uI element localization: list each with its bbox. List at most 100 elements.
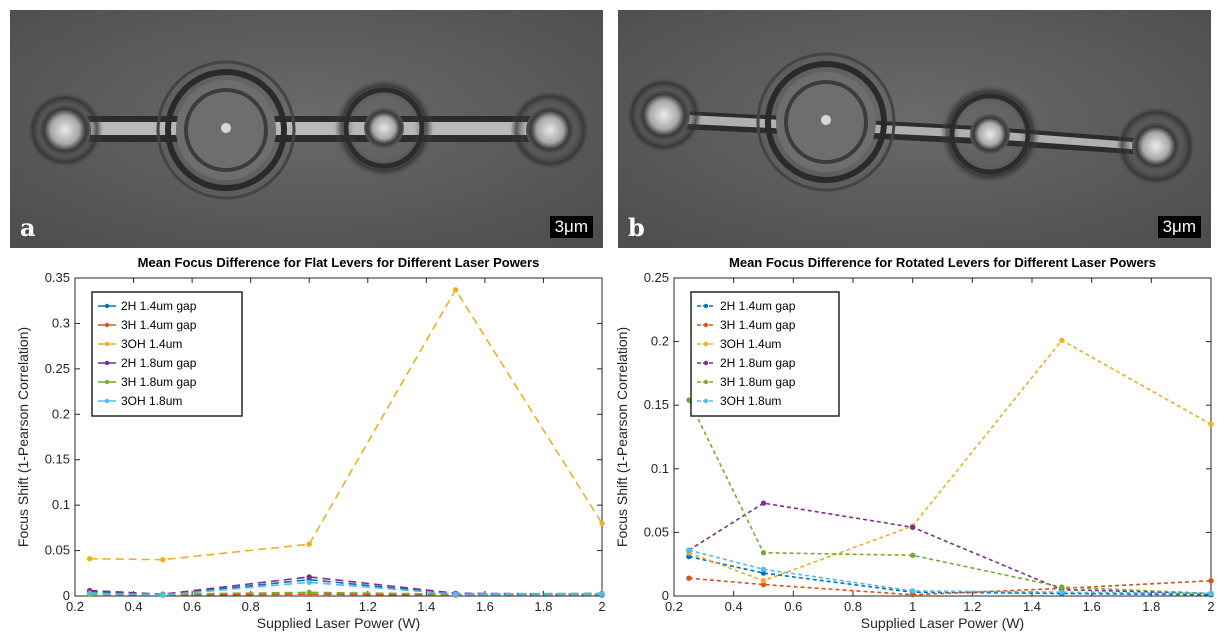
data-point xyxy=(86,590,93,596)
data-point xyxy=(599,591,605,597)
microscope-image-a: a 3μm xyxy=(10,10,603,248)
data-point xyxy=(686,547,692,553)
panel-letter-b: b xyxy=(628,213,645,242)
y-axis-label: Focus Shift (1-Pearson Correlation) xyxy=(15,327,31,547)
data-point xyxy=(1208,421,1214,427)
legend-label: 3H 1.4um gap xyxy=(121,318,197,332)
y-tick-label: 0.1 xyxy=(52,497,70,512)
data-point xyxy=(160,556,166,563)
x-tick-label: 0.4 xyxy=(125,599,143,614)
lever-micrograph-b xyxy=(618,10,1211,248)
data-point xyxy=(452,287,459,293)
data-point xyxy=(760,500,767,506)
legend-marker xyxy=(104,341,110,347)
x-tick-label: 1 xyxy=(909,599,916,614)
x-tick-label: 0.2 xyxy=(665,599,683,614)
series-line-2 xyxy=(89,288,603,561)
legend-box xyxy=(91,291,243,417)
data-point xyxy=(1208,590,1214,597)
y-axis-label: Focus Shift (1-Pearson Correlation) xyxy=(614,327,630,547)
legend-label: 2H 1.4um gap xyxy=(121,299,197,313)
y-tick-label: 0.3 xyxy=(52,315,70,330)
legend-marker xyxy=(703,398,709,404)
data-point xyxy=(760,578,767,584)
chart-rotated-levers-svg: Mean Focus Difference for Rotated Levers… xyxy=(614,255,1215,631)
x-tick-label: 0.6 xyxy=(784,599,802,614)
data-point xyxy=(160,592,166,598)
legend-box xyxy=(690,291,840,417)
y-tick-label: 0.25 xyxy=(644,270,669,285)
data-point xyxy=(306,589,312,596)
x-axis-label: Supplied Laser Power (W) xyxy=(861,615,1024,631)
x-tick-label: 1.6 xyxy=(476,599,494,614)
chart-flat-levers-svg: Mean Focus Difference for Flat Levers fo… xyxy=(15,255,606,631)
legend-label: 2H 1.4um gap xyxy=(720,299,796,313)
chart-rotated-levers: Mean Focus Difference for Rotated Levers… xyxy=(611,250,1221,640)
data-point xyxy=(1208,578,1214,584)
data-point xyxy=(599,520,605,527)
y-tick-label: 0 xyxy=(662,588,669,603)
legend-label: 3H 1.8um gap xyxy=(720,375,796,389)
x-tick-label: 0.6 xyxy=(183,599,201,614)
x-tick-label: 1.8 xyxy=(534,599,552,614)
legend-marker xyxy=(104,398,110,404)
x-tick-label: 1.8 xyxy=(1142,599,1160,614)
legend-label: 3OH 1.4um xyxy=(720,337,781,351)
legend-label: 3OH 1.8um xyxy=(121,394,182,408)
microscope-image-b: b 3μm xyxy=(618,10,1211,248)
data-point xyxy=(452,591,459,597)
series-line-0 xyxy=(89,578,603,596)
data-point xyxy=(306,541,312,547)
y-tick-label: 0.2 xyxy=(52,406,70,421)
chart-title: Mean Focus Difference for Flat Levers fo… xyxy=(138,255,540,270)
legend-label: 3H 1.4um gap xyxy=(720,318,796,332)
data-point xyxy=(909,524,916,531)
x-axis-label: Supplied Laser Power (W) xyxy=(257,615,420,631)
y-tick-label: 0.15 xyxy=(45,452,70,467)
x-tick-label: 2 xyxy=(598,599,605,614)
x-tick-label: 0.2 xyxy=(66,599,84,614)
y-tick-label: 0.05 xyxy=(45,543,70,558)
chart-flat-levers: Mean Focus Difference for Flat Levers fo… xyxy=(0,250,610,640)
panel-letter-a: a xyxy=(20,213,36,242)
data-point xyxy=(306,574,312,580)
x-tick-label: 1 xyxy=(306,599,313,614)
y-tick-label: 0.15 xyxy=(644,397,669,412)
x-tick-label: 0.8 xyxy=(242,599,260,614)
x-tick-label: 1.4 xyxy=(417,599,435,614)
x-tick-label: 0.8 xyxy=(844,599,862,614)
x-tick-label: 1.6 xyxy=(1083,599,1101,614)
y-tick-label: 0.35 xyxy=(45,270,70,285)
data-point xyxy=(1059,584,1065,590)
legend-marker xyxy=(703,303,709,309)
series-line-3 xyxy=(89,576,603,595)
x-tick-label: 2 xyxy=(1207,599,1214,614)
y-tick-label: 0.1 xyxy=(651,461,669,476)
legend-label: 3H 1.8um gap xyxy=(121,375,197,389)
data-point xyxy=(1059,589,1065,595)
data-point xyxy=(760,550,767,556)
legend-marker xyxy=(104,379,110,385)
data-point xyxy=(760,566,767,572)
x-tick-label: 1.4 xyxy=(1023,599,1041,614)
data-point xyxy=(86,556,93,562)
data-point xyxy=(909,552,916,558)
y-tick-label: 0.25 xyxy=(45,361,70,376)
x-tick-label: 0.4 xyxy=(725,599,743,614)
legend-marker xyxy=(703,341,709,347)
y-tick-label: 0.05 xyxy=(644,524,669,539)
legend-marker xyxy=(703,379,709,385)
chart-title: Mean Focus Difference for Rotated Levers… xyxy=(729,255,1156,270)
legend-marker xyxy=(703,322,709,328)
data-point xyxy=(1059,337,1065,344)
scale-bar-label-a: 3μm xyxy=(549,216,593,238)
x-tick-label: 1.2 xyxy=(963,599,981,614)
legend-label: 2H 1.8um gap xyxy=(121,356,197,370)
legend-label: 3OH 1.4um xyxy=(121,337,182,351)
data-point xyxy=(306,579,312,586)
scale-bar-label-b: 3μm xyxy=(1157,216,1201,238)
data-point xyxy=(686,575,692,581)
y-tick-label: 0.2 xyxy=(651,334,669,349)
lever-micrograph-a xyxy=(10,10,603,248)
legend-label: 2H 1.8um gap xyxy=(720,356,796,370)
